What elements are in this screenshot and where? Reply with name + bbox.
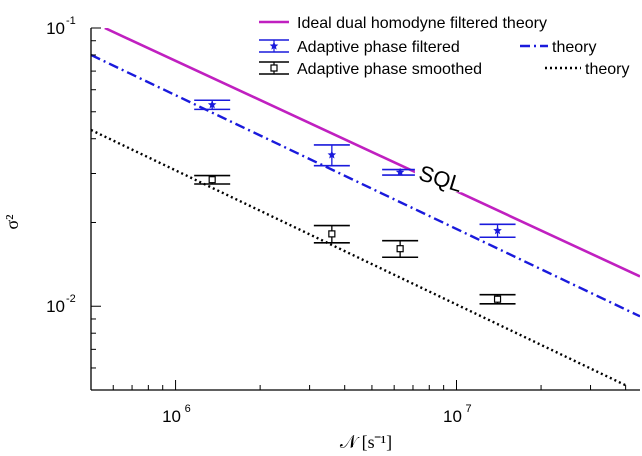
star-marker	[207, 100, 217, 109]
series-line-0	[104, 28, 640, 278]
square-marker	[493, 295, 502, 303]
plot-area: SQL	[91, 28, 640, 387]
legend-square-marker	[270, 64, 278, 72]
square-marker	[396, 245, 404, 253]
x-tick-label-1: 10	[443, 407, 462, 426]
legend-label-smoothed: Adaptive phase smoothed	[297, 61, 482, 78]
data-point-3-3	[479, 293, 516, 305]
y-axis-label: σ²	[2, 214, 22, 229]
data-point-3-2	[382, 239, 419, 259]
star-marker	[327, 150, 337, 159]
data-point-1-1	[313, 144, 350, 167]
legend-star-marker	[269, 41, 279, 50]
y-tick-exponent-1: -2	[66, 293, 76, 305]
x-axis-label: 𝒩 [s⁻¹]	[340, 432, 392, 452]
data-point-1-2	[382, 167, 419, 176]
legend-marker-filtered	[259, 39, 289, 53]
data-point-3-1	[313, 224, 350, 244]
axes: 10 6 10 710 -110 -2	[46, 15, 640, 426]
x-tick-exponent-1: 7	[465, 403, 471, 415]
data-point-1-0	[194, 99, 231, 111]
star-marker	[493, 226, 502, 235]
data-point-3-0	[194, 174, 231, 185]
series-line-4	[91, 128, 627, 387]
series-line-2	[91, 53, 640, 318]
x-tick-exponent-0: 6	[185, 403, 191, 415]
star-marker	[395, 167, 405, 176]
annotation-background	[414, 164, 467, 193]
legend-label-smoothed-theory: theory	[585, 61, 629, 78]
legend-marker-smoothed	[259, 61, 289, 75]
legend-label-filtered-theory: theory	[552, 39, 596, 56]
y-tick-label-0: 10	[46, 19, 65, 38]
legend-label-filtered: Adaptive phase filtered	[297, 39, 460, 56]
square-marker	[208, 176, 216, 184]
y-tick-label-1: 10	[46, 297, 65, 316]
data-point-1-3	[479, 223, 516, 239]
legend-label-ideal: Ideal dual homodyne filtered theory	[297, 15, 547, 32]
plot-clip-group	[91, 28, 640, 387]
legend: Ideal dual homodyne filtered theory Adapt…	[259, 15, 629, 78]
square-marker	[328, 230, 336, 238]
y-tick-exponent-0: -1	[66, 15, 76, 27]
x-tick-label-0: 10	[162, 407, 181, 426]
